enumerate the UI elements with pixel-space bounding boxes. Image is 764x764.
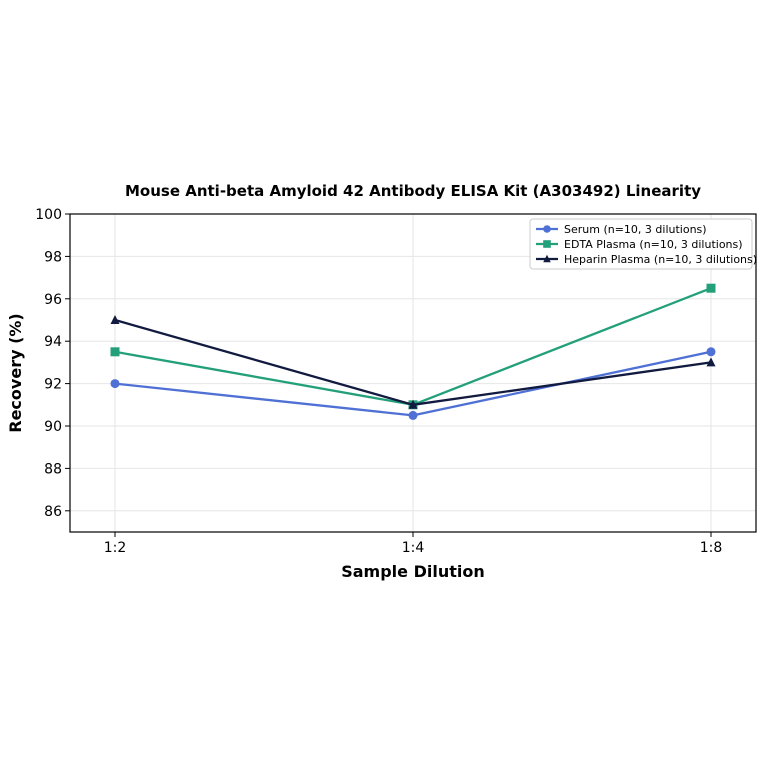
series-layer bbox=[110, 283, 716, 420]
y-axis-label: Recovery (%) bbox=[6, 313, 25, 432]
data-point-triangle bbox=[408, 399, 418, 409]
y-tick-label: 94 bbox=[44, 334, 62, 350]
data-point-circle bbox=[110, 379, 120, 389]
legend: Serum (n=10, 3 dilutions) EDTA Plasma (n=… bbox=[529, 218, 757, 270]
legend-label: Heparin Plasma (n=10, 3 dilutions) bbox=[564, 253, 757, 266]
y-tick-label: 86 bbox=[44, 504, 62, 520]
series-circle bbox=[110, 347, 716, 420]
x-tick-label: 1:4 bbox=[402, 540, 425, 556]
data-point-circle bbox=[543, 225, 551, 233]
x-tick-label: 1:8 bbox=[700, 540, 723, 556]
legend-label: Serum (n=10, 3 dilutions) bbox=[564, 223, 707, 236]
y-axis: 86 88 90 92 94 96 98 100 bbox=[35, 207, 70, 520]
series-triangle bbox=[110, 315, 716, 409]
x-axis: 1:2 1:4 1:8 bbox=[104, 532, 723, 556]
data-point-circle bbox=[706, 347, 716, 357]
y-tick-label: 90 bbox=[44, 419, 62, 435]
data-point-triangle bbox=[706, 357, 716, 367]
data-point-circle bbox=[408, 410, 418, 420]
data-point-square bbox=[706, 283, 716, 293]
y-tick-label: 92 bbox=[44, 377, 62, 393]
data-point-triangle bbox=[110, 315, 120, 324]
data-point-square bbox=[110, 347, 120, 357]
legend-box bbox=[529, 218, 753, 270]
y-tick-label: 100 bbox=[35, 207, 62, 223]
y-tick-label: 88 bbox=[44, 461, 62, 477]
x-axis-label: Sample Dilution bbox=[341, 562, 485, 581]
y-tick-label: 96 bbox=[44, 292, 62, 308]
y-tick-label: 98 bbox=[44, 249, 62, 265]
plot-frame bbox=[69, 213, 757, 533]
legend-label: EDTA Plasma (n=10, 3 dilutions) bbox=[564, 238, 743, 251]
x-tick-label: 1:2 bbox=[104, 540, 127, 556]
data-point-square bbox=[543, 240, 551, 248]
data-point-triangle bbox=[543, 254, 551, 263]
chart-title: Mouse Anti-beta Amyloid 42 Antibody ELIS… bbox=[125, 182, 701, 200]
